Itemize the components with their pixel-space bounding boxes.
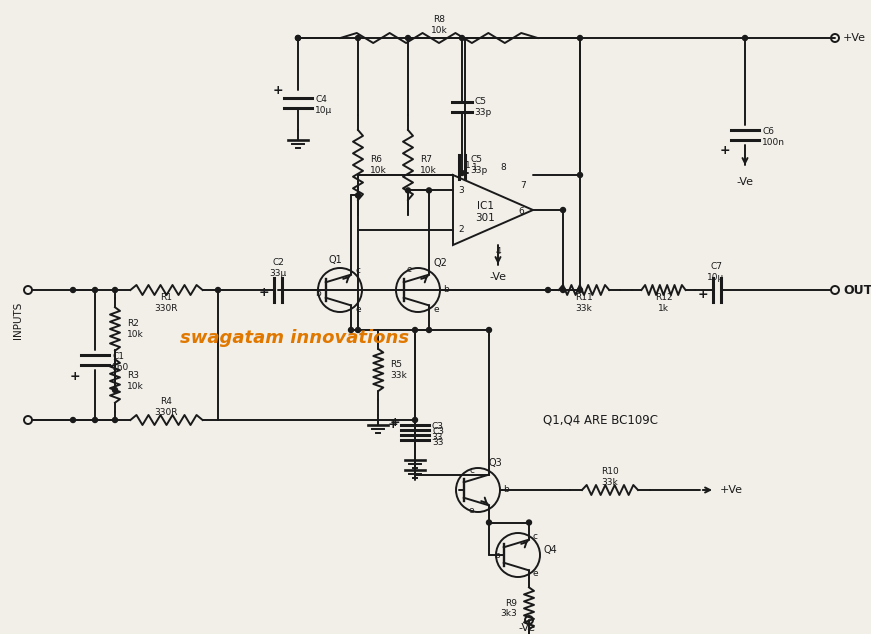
Text: 6: 6 <box>518 207 523 216</box>
Circle shape <box>413 328 417 332</box>
Circle shape <box>71 418 76 422</box>
Circle shape <box>413 418 417 422</box>
Text: R5
33k: R5 33k <box>390 360 407 380</box>
Text: b: b <box>315 288 321 297</box>
Text: -Ve: -Ve <box>737 177 753 187</box>
Text: R4
330R: R4 330R <box>155 398 179 417</box>
Text: 8: 8 <box>500 162 506 172</box>
Text: e: e <box>433 305 439 314</box>
Text: +Ve: +Ve <box>720 485 743 495</box>
Circle shape <box>355 328 361 332</box>
Text: C4
10μ: C4 10μ <box>315 95 332 115</box>
Text: -Ve: -Ve <box>518 623 536 633</box>
Text: c: c <box>355 266 360 275</box>
Text: C2
33μ: C2 33μ <box>269 258 287 278</box>
Text: swagatam innovations: swagatam innovations <box>180 329 409 347</box>
Text: R10
33k: R10 33k <box>601 467 619 487</box>
Circle shape <box>561 207 565 212</box>
Text: +: + <box>389 415 401 429</box>
Text: 3: 3 <box>458 186 464 195</box>
Text: e: e <box>469 506 475 515</box>
Circle shape <box>487 520 491 525</box>
Circle shape <box>526 520 531 525</box>
Text: +: + <box>259 287 269 299</box>
Circle shape <box>427 188 431 193</box>
Circle shape <box>427 328 431 332</box>
Text: b: b <box>443 285 449 295</box>
Text: 1: 1 <box>465 161 471 170</box>
Text: 1: 1 <box>472 162 478 172</box>
Circle shape <box>112 418 118 422</box>
Text: 7: 7 <box>520 181 526 190</box>
Text: c: c <box>406 265 411 274</box>
Text: Q1,Q4 ARE BC109C: Q1,Q4 ARE BC109C <box>543 413 658 427</box>
Circle shape <box>92 418 98 422</box>
Circle shape <box>577 287 583 292</box>
Circle shape <box>355 193 361 198</box>
Circle shape <box>460 36 464 41</box>
Text: R12
1k: R12 1k <box>655 294 672 313</box>
Circle shape <box>577 172 583 178</box>
Text: -Ve: -Ve <box>490 272 507 282</box>
Text: C7
10μ: C7 10μ <box>707 262 725 281</box>
Text: R7
10k: R7 10k <box>420 155 436 175</box>
Text: Q4: Q4 <box>543 545 557 555</box>
Text: c: c <box>532 532 537 541</box>
Text: R2
10k: R2 10k <box>127 320 144 339</box>
Text: OUTPUT: OUTPUT <box>843 283 871 297</box>
Text: +: + <box>273 84 283 96</box>
Text: R11
33k: R11 33k <box>575 294 593 313</box>
Circle shape <box>215 287 220 292</box>
Text: INPUTS: INPUTS <box>13 301 23 339</box>
Circle shape <box>295 36 300 41</box>
Circle shape <box>406 188 410 193</box>
Circle shape <box>406 36 410 41</box>
Text: +Ve: +Ve <box>843 33 866 43</box>
Circle shape <box>295 36 300 41</box>
Text: C5
33p: C5 33p <box>474 97 491 117</box>
Text: R9
3k3: R9 3k3 <box>500 598 517 618</box>
Text: e: e <box>355 305 361 314</box>
Text: R3
10k: R3 10k <box>127 372 144 391</box>
Circle shape <box>742 36 747 41</box>
Text: e: e <box>532 569 537 578</box>
Text: c: c <box>469 466 474 475</box>
Text: IC1
301: IC1 301 <box>475 201 495 223</box>
Text: R1
330R: R1 330R <box>155 294 179 313</box>
Text: Q3: Q3 <box>488 458 502 468</box>
Circle shape <box>92 287 98 292</box>
Text: R8
10k: R8 10k <box>430 15 448 35</box>
Text: Q1: Q1 <box>328 255 342 265</box>
Circle shape <box>561 287 565 292</box>
Text: C1
1n0: C1 1n0 <box>112 353 129 372</box>
Text: C5
33p: C5 33p <box>470 155 487 175</box>
Text: b: b <box>503 486 509 495</box>
Text: +: + <box>719 145 730 157</box>
Circle shape <box>112 387 118 392</box>
Circle shape <box>112 287 118 292</box>
Text: b: b <box>494 550 500 559</box>
Circle shape <box>487 328 491 332</box>
Text: +: + <box>388 418 398 432</box>
Circle shape <box>460 171 464 176</box>
Text: R6
10k: R6 10k <box>370 155 387 175</box>
Circle shape <box>71 287 76 292</box>
Text: C3
33: C3 33 <box>431 422 443 442</box>
Text: +: + <box>70 370 80 382</box>
Circle shape <box>355 36 361 41</box>
Text: C6
100n: C6 100n <box>762 127 785 146</box>
Text: +: + <box>698 288 708 302</box>
Circle shape <box>348 328 354 332</box>
Circle shape <box>545 287 550 292</box>
Text: 2: 2 <box>458 225 464 234</box>
Text: 4: 4 <box>496 247 501 257</box>
Circle shape <box>577 36 583 41</box>
Text: C3
33: C3 33 <box>432 427 444 447</box>
Text: Q2: Q2 <box>433 258 447 268</box>
